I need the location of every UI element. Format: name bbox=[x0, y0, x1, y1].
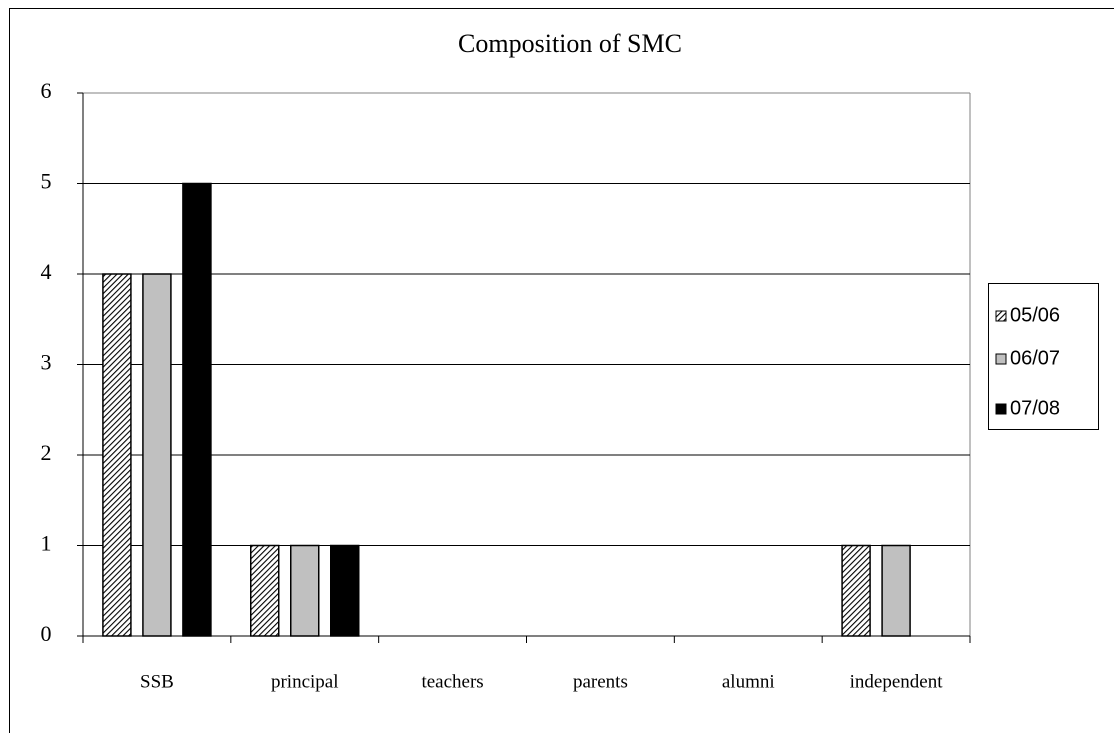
legend-label: 05/06 bbox=[1010, 304, 1060, 326]
y-tick-label: 5 bbox=[41, 169, 52, 194]
legend-label: 07/08 bbox=[1010, 397, 1060, 419]
bar bbox=[102, 273, 132, 637]
y-tick-label: 0 bbox=[41, 621, 52, 646]
y-tick-label: 1 bbox=[41, 531, 52, 556]
legend-swatch bbox=[995, 403, 1007, 415]
bar bbox=[290, 544, 320, 637]
x-tick-label: alumni bbox=[722, 671, 775, 692]
y-tick-label: 3 bbox=[41, 350, 52, 375]
chart-frame bbox=[9, 8, 1114, 733]
bar bbox=[182, 182, 212, 637]
y-tick-label: 4 bbox=[41, 259, 52, 284]
legend-swatch bbox=[995, 353, 1007, 365]
legend-label: 06/07 bbox=[1010, 347, 1060, 369]
bar bbox=[330, 544, 360, 637]
bar bbox=[250, 544, 280, 637]
x-tick-label: SSB bbox=[140, 671, 174, 692]
legend-swatch bbox=[995, 310, 1007, 322]
x-tick-label: parents bbox=[573, 671, 628, 692]
x-tick-label: independent bbox=[850, 671, 944, 692]
x-tick-label: principal bbox=[271, 671, 339, 692]
legend-box bbox=[988, 283, 1099, 430]
bar bbox=[881, 544, 911, 637]
x-tick-label: teachers bbox=[421, 671, 483, 692]
y-tick-label: 6 bbox=[41, 78, 52, 103]
chart-title: Composition of SMC bbox=[458, 29, 682, 58]
bar bbox=[142, 273, 172, 637]
bar bbox=[841, 544, 871, 637]
y-tick-label: 2 bbox=[41, 440, 52, 465]
